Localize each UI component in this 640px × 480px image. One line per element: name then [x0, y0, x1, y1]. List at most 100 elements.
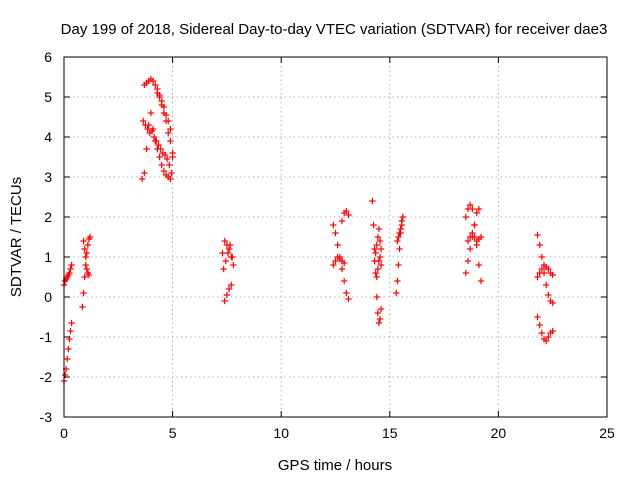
data-point — [393, 289, 400, 297]
data-point — [343, 289, 350, 297]
data-point — [219, 249, 226, 257]
data-point — [225, 285, 233, 293]
data-point — [158, 97, 165, 105]
data-point — [374, 233, 382, 241]
data-point — [167, 137, 174, 145]
data-point — [80, 237, 87, 245]
data-point — [223, 291, 231, 299]
data-point — [545, 333, 552, 341]
data-point — [229, 253, 236, 261]
data-point — [538, 253, 546, 261]
x-tick-label: 5 — [169, 425, 177, 441]
chart-title: Day 199 of 2018, Sidereal Day-to-day VTE… — [61, 21, 608, 38]
data-point — [156, 153, 163, 161]
data-point — [224, 249, 232, 257]
data-point — [334, 241, 341, 249]
data-point — [149, 77, 157, 85]
data-point — [542, 337, 550, 345]
data-point — [372, 249, 379, 257]
data-point — [332, 229, 339, 237]
data-point — [65, 345, 72, 353]
data-point — [150, 133, 158, 141]
data-point — [82, 253, 89, 261]
data-point — [143, 145, 150, 153]
data-point — [340, 259, 348, 267]
data-point — [169, 149, 176, 157]
data-point — [161, 151, 169, 159]
data-point — [80, 289, 87, 297]
x-tick-label: 0 — [60, 425, 68, 441]
data-point — [471, 233, 478, 241]
data-point — [156, 91, 163, 99]
data-point — [147, 109, 155, 117]
data-point — [162, 111, 170, 119]
data-point — [396, 245, 403, 253]
data-point — [340, 277, 348, 285]
data-point — [67, 327, 74, 335]
data-point — [534, 231, 541, 239]
data-point — [338, 265, 346, 273]
data-point — [86, 233, 94, 241]
data-point — [549, 271, 556, 279]
data-point — [167, 175, 174, 183]
data-point — [464, 237, 472, 245]
data-point — [166, 161, 173, 169]
y-tick-label: 4 — [44, 129, 52, 145]
axis-ticks: 0 5 10 15 20 25 -3 -2 -1 0 1 2 3 4 5 6 — [40, 49, 615, 441]
y-tick-label: -3 — [40, 409, 53, 425]
data-point — [375, 225, 383, 233]
data-point — [534, 273, 541, 281]
y-tick-label: -1 — [40, 329, 53, 345]
data-point — [68, 261, 75, 269]
data-point — [225, 245, 233, 253]
data-point — [376, 237, 384, 245]
data-point — [338, 217, 346, 225]
data-point — [82, 261, 89, 269]
data-point — [85, 271, 93, 279]
x-tick-label: 25 — [599, 425, 615, 441]
data-point — [163, 155, 171, 163]
data-point — [374, 309, 382, 317]
data-point — [228, 281, 235, 289]
data-point — [157, 145, 164, 153]
data-point — [549, 327, 556, 335]
data-point — [230, 261, 237, 269]
data-point — [398, 221, 405, 229]
data-point — [462, 213, 470, 221]
data-point — [464, 257, 472, 265]
data-point — [373, 293, 380, 301]
data-point — [160, 103, 168, 111]
data-point — [220, 265, 227, 273]
data-point — [376, 315, 384, 323]
data-point — [330, 221, 337, 229]
data-point — [67, 265, 74, 273]
data-point — [81, 245, 88, 253]
data-point — [158, 161, 165, 169]
data-point — [466, 201, 474, 209]
grid — [64, 57, 607, 417]
data-point — [226, 241, 234, 249]
x-tick-label: 10 — [273, 425, 289, 441]
data-point — [538, 265, 546, 273]
data-point — [370, 221, 377, 229]
data-point — [545, 265, 552, 273]
data-point — [373, 273, 380, 281]
data-point — [375, 319, 383, 327]
data-point — [475, 261, 483, 269]
y-tick-label: 6 — [44, 49, 52, 65]
data-point — [396, 229, 403, 237]
x-tick-label: 15 — [382, 425, 398, 441]
data-point — [469, 229, 476, 237]
y-tick-label: -2 — [40, 369, 53, 385]
y-tick-label: 1 — [44, 249, 52, 265]
data-point — [64, 355, 71, 363]
y-tick-label: 0 — [44, 289, 52, 305]
data-point — [371, 245, 378, 253]
data-point — [395, 261, 402, 269]
data-point — [167, 125, 174, 133]
data-point — [542, 281, 550, 289]
data-point — [144, 125, 151, 133]
data-point — [155, 141, 162, 149]
data-point — [138, 175, 146, 183]
